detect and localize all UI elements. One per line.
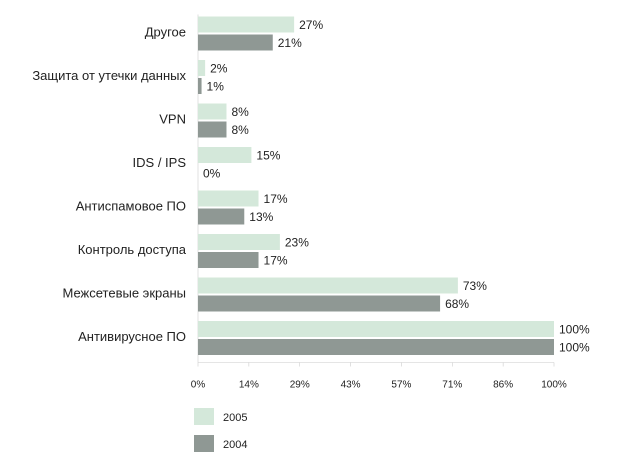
x-tick-label: 0% [191,380,206,391]
data-label: 13% [249,210,273,224]
data-label: 73% [463,279,487,293]
bar-2005 [198,60,206,76]
data-label: 1% [207,80,225,94]
data-label: 68% [445,297,469,311]
bar-2004 [198,295,441,312]
category-label: IDS / IPS [133,155,187,170]
category-label: Антивирусное ПО [78,329,186,344]
bar-2005 [198,147,252,163]
category-label: Защита от утечки данных [32,68,186,83]
category-label: Антиспамовое ПО [76,199,186,214]
category-label: Контроль доступа [78,242,187,257]
bar-2005 [198,103,227,120]
data-label: 2% [210,62,228,76]
data-label: 21% [278,36,302,50]
legend-swatch-2005 [194,408,214,425]
bar-2004 [198,34,273,51]
x-tick-label: 57% [391,380,411,391]
legend-label: 2005 [223,412,247,424]
x-tick-label: 86% [493,380,513,391]
x-tick-label: 29% [290,380,310,391]
bar-2004 [198,252,259,268]
data-label: 100% [559,341,590,355]
x-tick-label: 14% [239,380,259,391]
data-label: 17% [264,254,288,268]
legend-label: 2004 [223,439,247,451]
bar-2004 [198,339,554,355]
data-label: 23% [285,236,309,250]
data-label: 8% [231,105,249,119]
category-label: Межсетевые экраны [63,286,187,301]
category-label: VPN [159,112,186,127]
legend-swatch-2004 [194,435,214,452]
data-label: 8% [231,123,249,137]
data-label: 17% [264,192,288,206]
x-tick-label: 43% [341,380,361,391]
x-tick-label: 71% [442,380,462,391]
bar-2004 [198,121,227,138]
bar-2004 [198,208,245,225]
bar-2005 [198,277,458,294]
bar-2005 [198,321,554,337]
data-label: 0% [203,167,221,181]
data-label: 27% [299,18,323,32]
data-label: 15% [256,149,280,163]
bar-2005 [198,234,280,250]
bar-2004 [198,78,202,94]
x-tick-label: 100% [541,380,567,391]
data-label: 100% [559,323,590,337]
bar-2005 [198,190,259,207]
category-label: Другое [145,25,186,40]
bar-2005 [198,16,295,33]
